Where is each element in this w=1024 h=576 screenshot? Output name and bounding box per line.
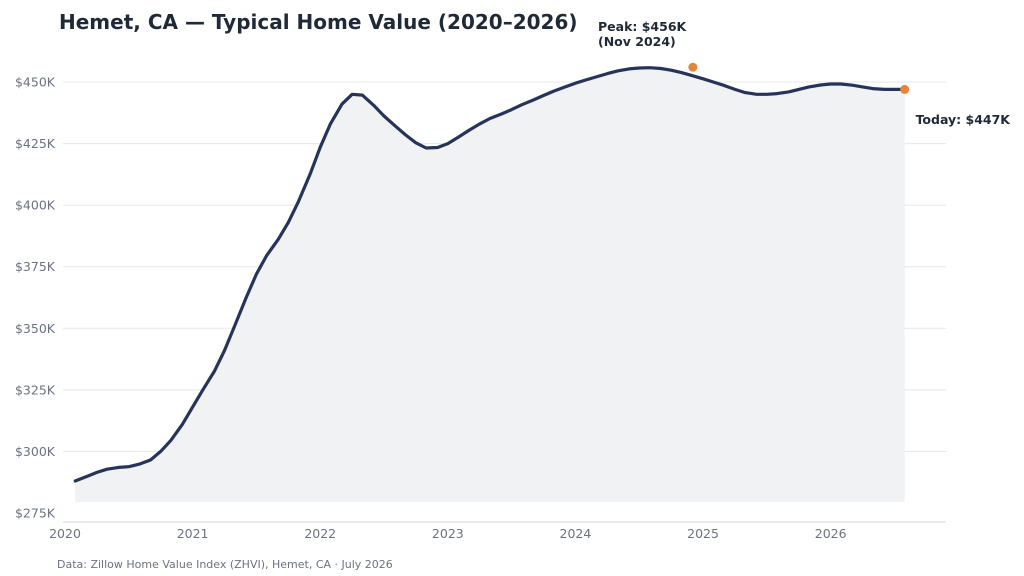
y-tick-label: $425K [15, 136, 56, 151]
x-tick-label: 2021 [177, 526, 209, 541]
y-tick-label: $350K [15, 321, 56, 336]
peak-marker [688, 62, 698, 72]
today-marker [900, 84, 910, 94]
chart-title: Hemet, CA — Typical Home Value (2020–202… [59, 10, 578, 34]
x-tick-label: 2025 [687, 526, 719, 541]
y-axis-ticks: $275K $300K $325K $350K $375K $400K $425K $450K [15, 75, 56, 521]
y-tick-label: $400K [15, 198, 56, 213]
y-tick-label: $275K [15, 506, 56, 521]
y-tick-label: $325K [15, 382, 56, 397]
peak-annotation-label: (Nov 2024) [598, 34, 676, 49]
area-fill-layer [75, 67, 905, 502]
x-tick-label: 2023 [432, 526, 464, 541]
series-line-layer [73, 66, 907, 483]
x-tick-label: 2024 [560, 526, 592, 541]
source-note: Data: Zillow Home Value Index (ZHVI), He… [57, 558, 393, 571]
x-axis-ticks: 2020 2021 2022 2023 2024 2025 2026 [49, 526, 847, 541]
y-tick-label: $375K [15, 259, 56, 274]
y-tick-label: $450K [15, 75, 56, 90]
series-line [73, 66, 907, 483]
x-tick-label: 2022 [304, 526, 336, 541]
x-tick-label: 2020 [49, 526, 81, 541]
peak-annotation-label: Peak: $456K [598, 19, 688, 34]
today-annotation-label: Today: $447K [916, 112, 1012, 127]
y-tick-label: $300K [15, 444, 56, 459]
x-tick-label: 2026 [815, 526, 847, 541]
annotations: Peak: $456K(Nov 2024) Today: $447K [598, 19, 1011, 127]
area-fill [75, 67, 905, 502]
